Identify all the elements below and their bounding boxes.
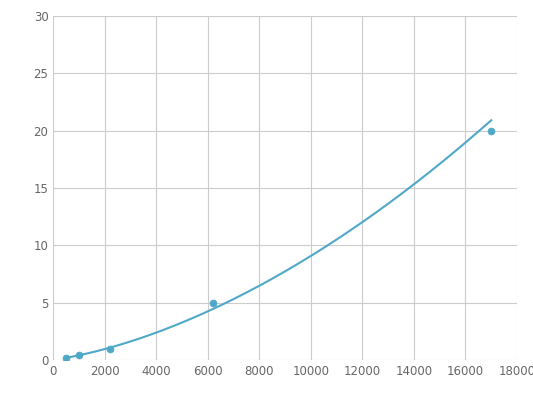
Point: [209, 300, 217, 306]
Point: [62, 354, 70, 361]
Point: [75, 352, 83, 359]
Point: [106, 345, 114, 352]
Point: [487, 128, 496, 134]
